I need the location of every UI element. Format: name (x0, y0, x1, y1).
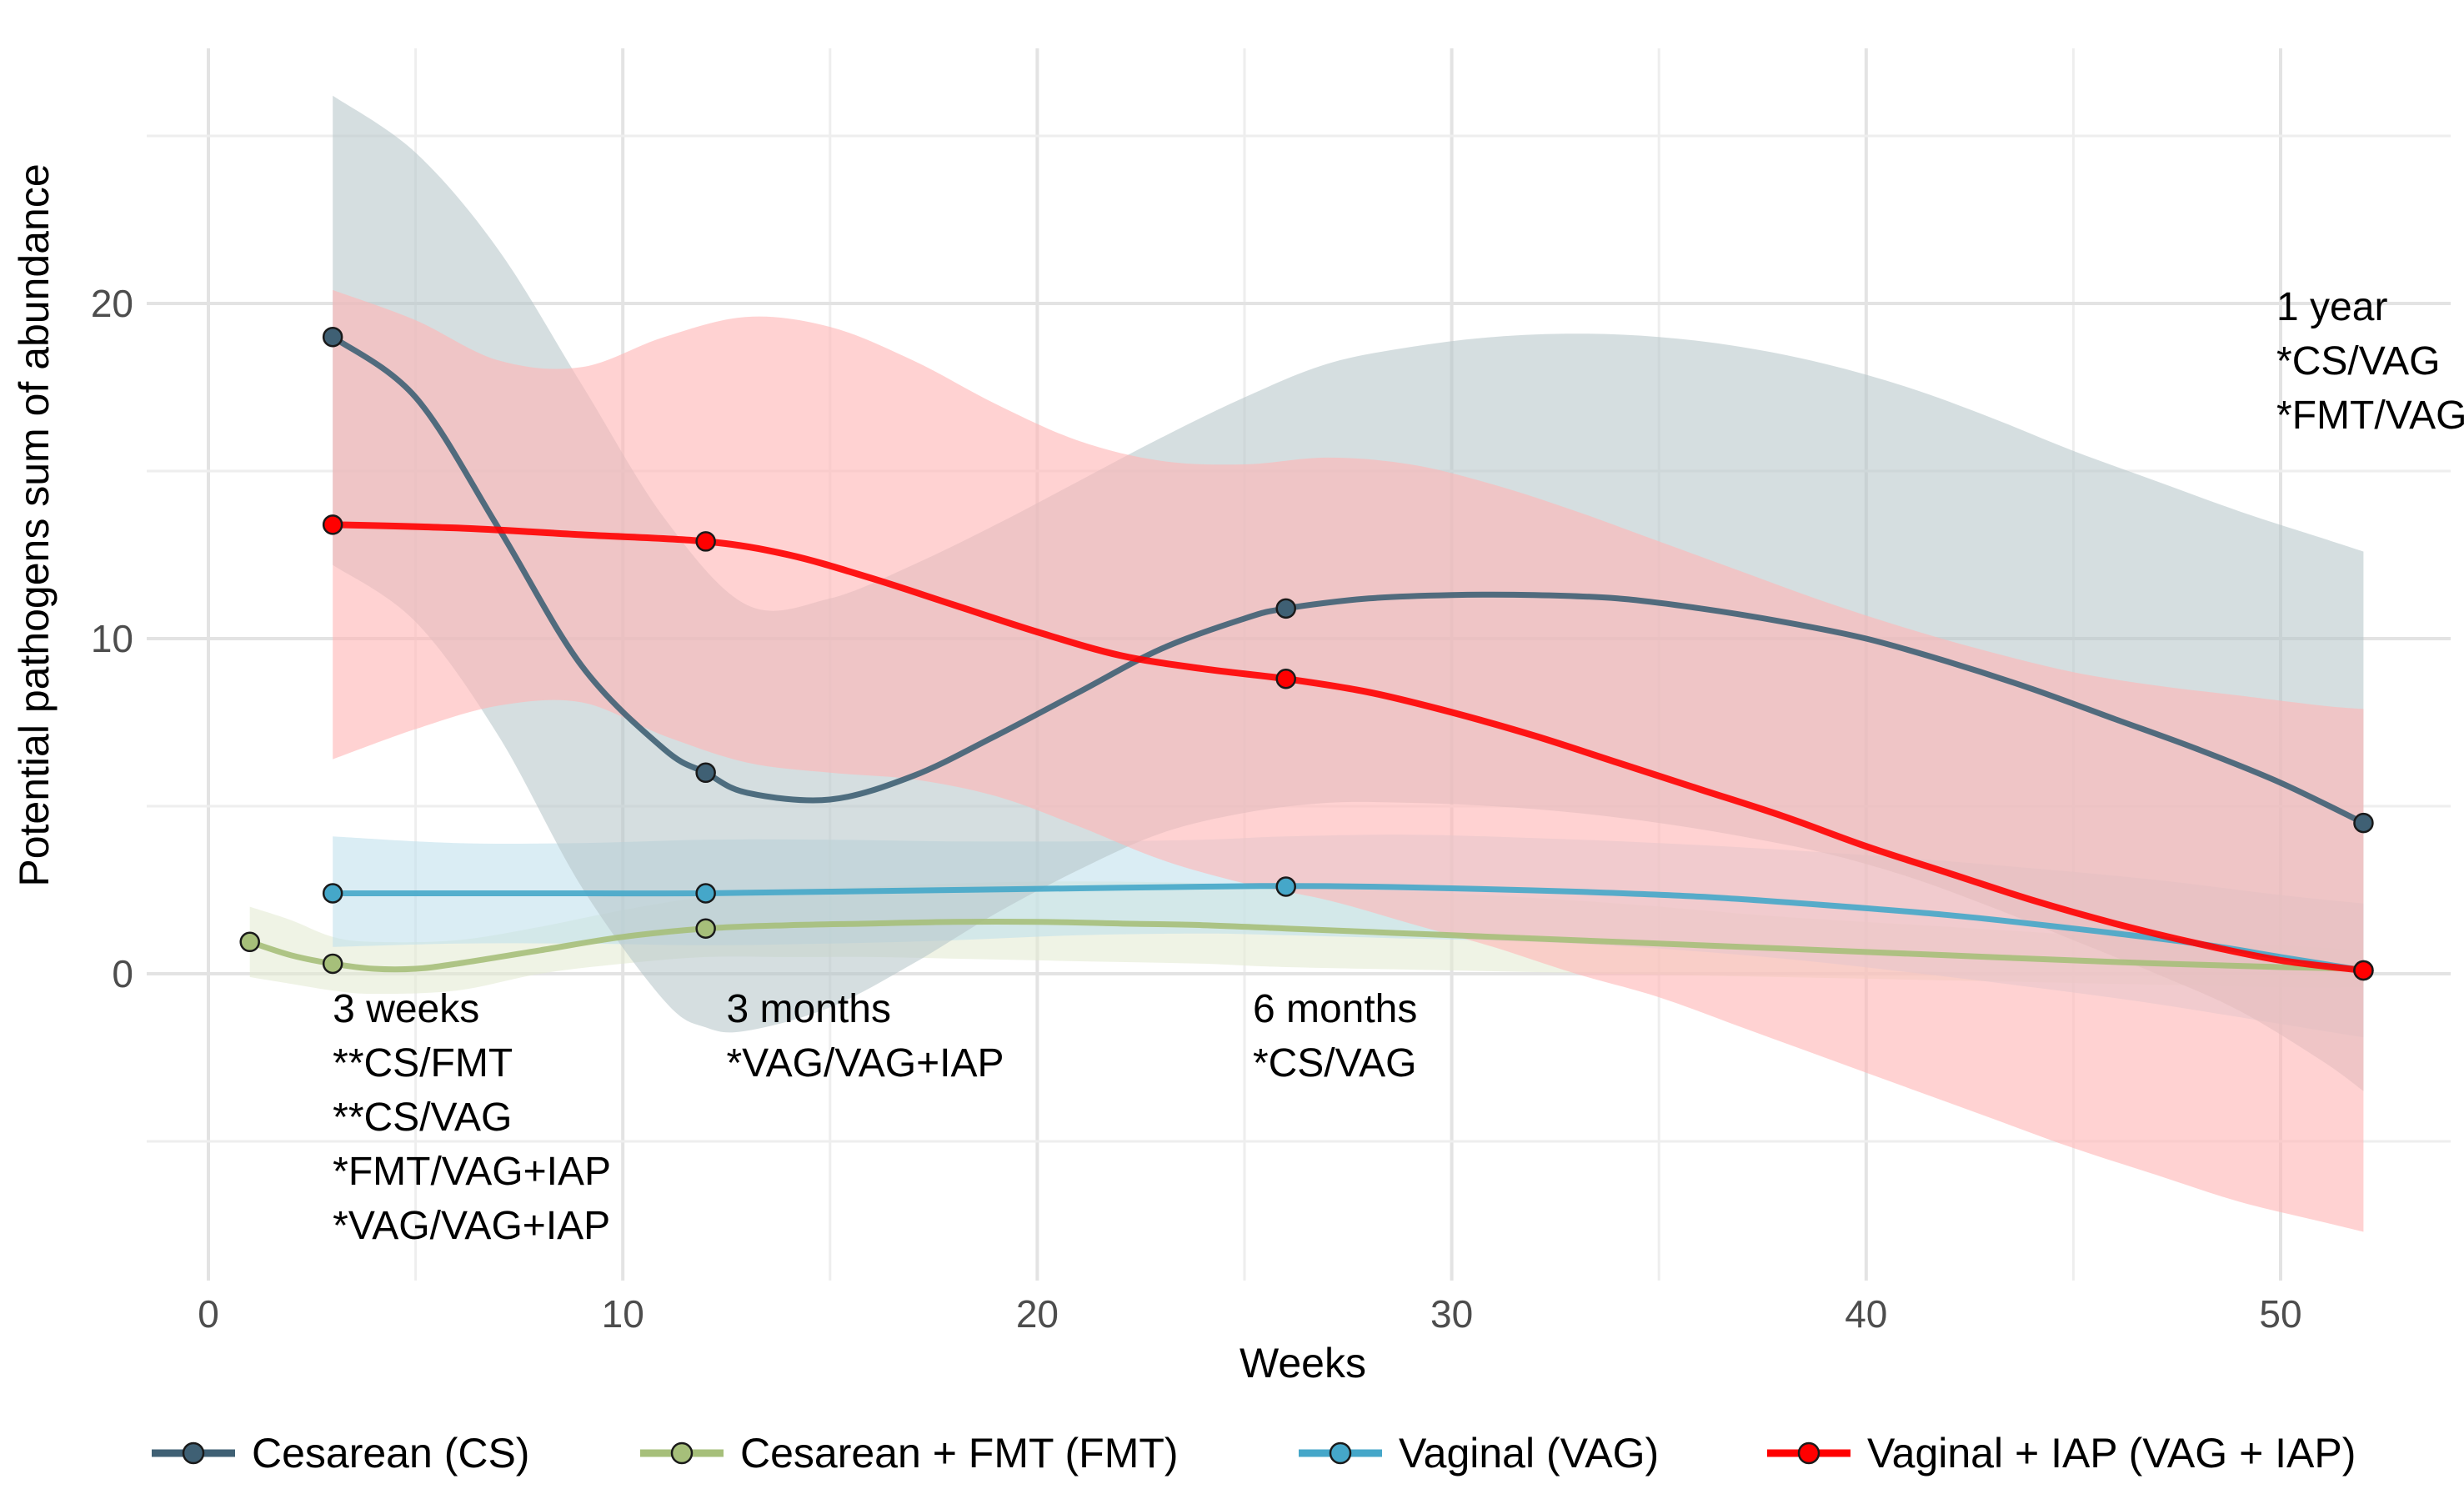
point-vaginal-vag (322, 883, 343, 904)
point-cesarean-cs (695, 762, 716, 784)
annotation-text: 1 year (2276, 285, 2387, 329)
point-cesarean-cs (322, 326, 343, 348)
y-tick-label: 20 (91, 282, 133, 325)
point-vaginal-vag (695, 883, 716, 904)
annotation-text: *FMT/VAG (2276, 394, 2464, 438)
line-vaginal-vag (329, 883, 2366, 974)
point-vaginal-iap-vag-iap (2353, 960, 2374, 981)
annotation-text: **CS/FMT (333, 1041, 513, 1085)
annotation-text: *FMT/VAG+IAP (333, 1150, 611, 1194)
y-tick-label: 10 (91, 617, 133, 660)
x-axis-title: Weeks (1240, 1340, 1366, 1386)
point-vaginal-iap-vag-iap (695, 531, 716, 552)
annotation-text: **CS/VAG (333, 1095, 512, 1140)
legend-key-point (670, 1441, 694, 1465)
point-cesarean-fmt-fmt (239, 931, 260, 953)
x-tick-label: 0 (198, 1292, 219, 1336)
legend-label: Cesarean (CS) (252, 1430, 529, 1476)
y-axis-title: Potential pathogens sum of abundance (11, 163, 58, 886)
annotation-text: 3 weeks (333, 987, 479, 1031)
annotation-text: *VAG/VAG+IAP (727, 1041, 1004, 1085)
point-cesarean-fmt-fmt (695, 918, 716, 939)
point-vaginal-iap-vag-iap (1275, 668, 1296, 689)
annotation-text: 6 months (1253, 987, 1417, 1031)
line-vaginal-iap-vag-iap (329, 521, 2367, 974)
annotations: 3 weeks **CS/FMT **CS/VAG *FMT/VAG+IAP *VAG/… (333, 285, 2464, 1248)
point-vaginal-iap-vag-iap (322, 514, 343, 535)
x-tick-label: 30 (1430, 1292, 1473, 1336)
point-cesarean-fmt-fmt (322, 953, 343, 975)
x-tick-label: 20 (1016, 1292, 1059, 1336)
legend-key-point (1329, 1441, 1352, 1465)
legend-label: Vaginal + IAP (VAG + IAP) (1867, 1430, 2356, 1476)
line-cesarean-fmt-fmt (247, 918, 2366, 973)
annotation-text: *CS/VAG (1253, 1041, 1417, 1085)
legend-key-point (182, 1441, 205, 1465)
x-tick-label: 10 (602, 1292, 644, 1336)
y-tick-label: 0 (112, 952, 133, 995)
x-tick-label: 50 (2259, 1292, 2301, 1336)
point-vaginal-vag (1275, 876, 1296, 897)
point-cesarean-cs (2353, 812, 2374, 834)
data-points (239, 326, 2374, 981)
tick-labels: 0 10 20 30 40 50 0 10 20 (91, 282, 2302, 1336)
annotation-text: *CS/VAG (2276, 339, 2441, 384)
annotation-text: 3 months (727, 987, 891, 1031)
annotation-text: *VAG/VAG+IAP (333, 1204, 610, 1248)
point-cesarean-cs (1275, 598, 1296, 619)
legend-label: Cesarean + FMT (FMT) (740, 1430, 1179, 1476)
legend: Cesarean (CS) Cesarean + FMT (FMT) Vaginal… (152, 1430, 2356, 1476)
legend-label: Vaginal (VAG) (1399, 1430, 1659, 1476)
band-vaginal-iap-vag-iap (333, 289, 2364, 1232)
x-tick-label: 40 (1845, 1292, 1887, 1336)
legend-key-point (1797, 1441, 1820, 1465)
